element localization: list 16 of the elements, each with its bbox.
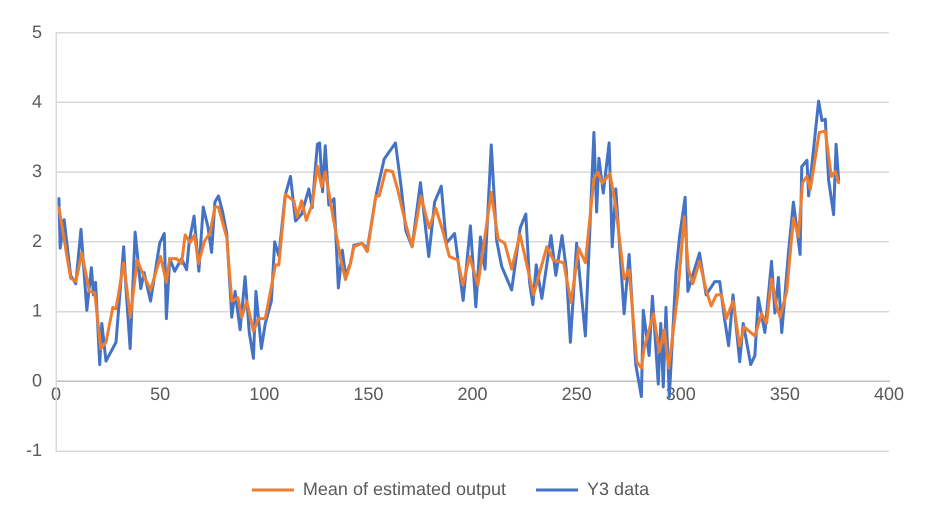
x-tick-label: 150 [353, 384, 384, 404]
y-tick-label: 2 [32, 230, 42, 251]
y-tick-label: 4 [32, 91, 42, 112]
x-tick-label: 350 [770, 384, 800, 404]
x-tick-label: 100 [249, 384, 280, 404]
y-tick-label: 5 [32, 22, 42, 42]
x-tick-label: 250 [562, 384, 592, 404]
y-tick-label: 1 [32, 300, 42, 321]
y-tick-label: -1 [26, 440, 42, 460]
x-tick-label: 400 [874, 384, 904, 404]
x-tick-label: 50 [150, 384, 170, 404]
y-tick-label: 0 [32, 370, 42, 390]
x-tick-label: 200 [457, 384, 488, 404]
legend-label: Mean of estimated output [302, 478, 506, 499]
legend-label: Y3 data [587, 478, 650, 499]
y-tick-label: 3 [32, 161, 42, 182]
